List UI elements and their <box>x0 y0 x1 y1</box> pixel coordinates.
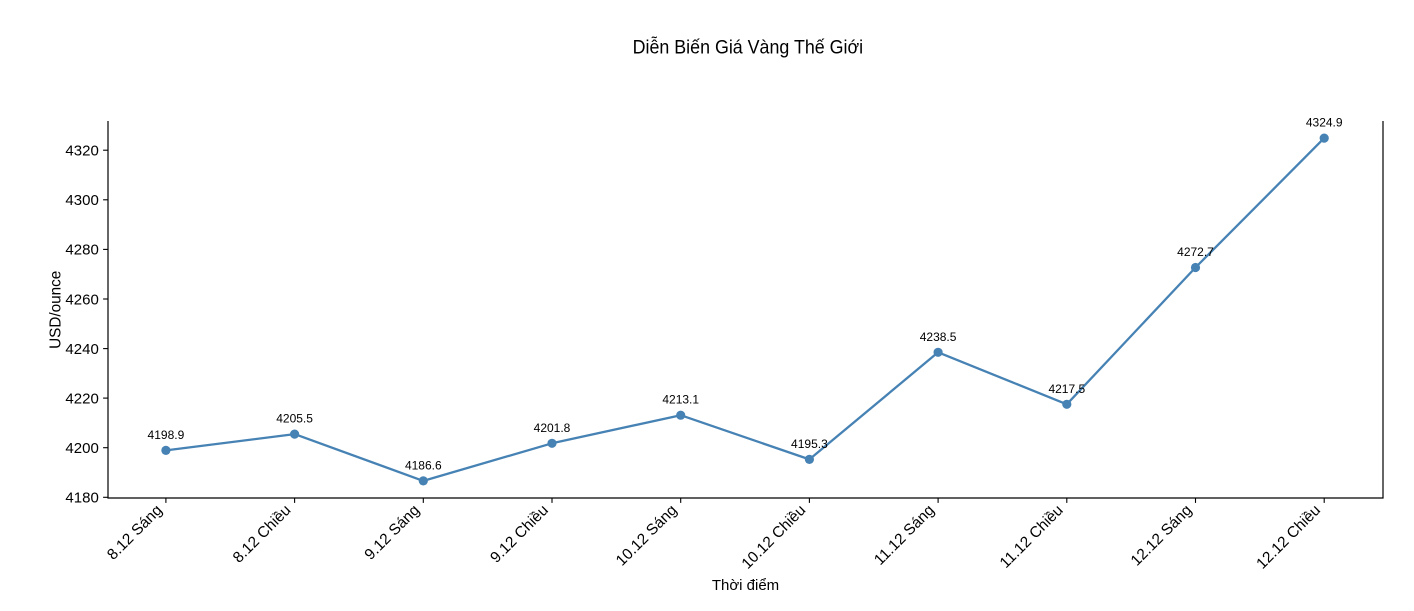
svg-text:4195.3: 4195.3 <box>791 437 828 451</box>
svg-text:4217.5: 4217.5 <box>1048 382 1085 396</box>
svg-text:4198.9: 4198.9 <box>148 428 185 442</box>
svg-text:4186.6: 4186.6 <box>405 458 442 472</box>
svg-text:4272.7: 4272.7 <box>1177 245 1214 259</box>
svg-text:4180: 4180 <box>65 490 98 507</box>
svg-text:4260: 4260 <box>65 291 98 308</box>
svg-text:4201.8: 4201.8 <box>534 421 571 435</box>
svg-text:Diễn Biến Giá Vàng Thế Giới: Diễn Biến Giá Vàng Thế Giới <box>633 36 864 59</box>
svg-text:4280: 4280 <box>65 242 98 259</box>
svg-text:Thời điểm: Thời điểm <box>712 577 779 594</box>
svg-text:4205.5: 4205.5 <box>276 412 313 426</box>
svg-text:4213.1: 4213.1 <box>662 393 699 407</box>
svg-text:4320: 4320 <box>65 143 98 160</box>
svg-text:4300: 4300 <box>65 192 98 209</box>
svg-text:4238.5: 4238.5 <box>920 330 957 344</box>
svg-text:4200: 4200 <box>65 440 98 457</box>
svg-text:USD/ounce: USD/ounce <box>48 271 65 349</box>
svg-text:4220: 4220 <box>65 390 98 407</box>
svg-text:4324.9: 4324.9 <box>1306 116 1343 130</box>
svg-text:4240: 4240 <box>65 341 98 358</box>
